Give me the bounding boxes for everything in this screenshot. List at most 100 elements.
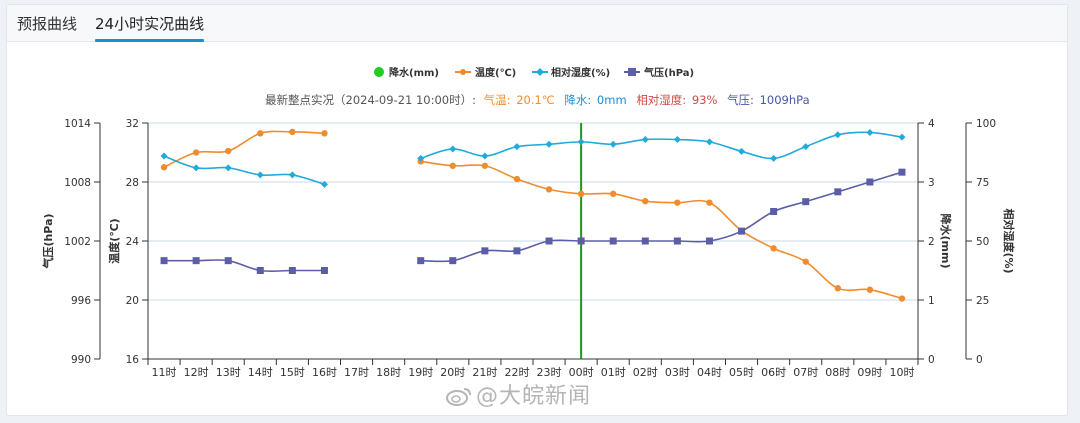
pressure-point	[770, 208, 778, 215]
pressure-point	[160, 257, 168, 265]
humidity-tick-label: 100	[976, 118, 996, 130]
legend-temp-label[interactable]: 温度(℃)	[475, 66, 516, 79]
temperature-point	[898, 295, 906, 302]
latest-humidity-value: 93%	[692, 93, 718, 107]
pressure-point	[898, 168, 906, 176]
humidity-point	[705, 138, 713, 146]
chart-legend: 降水(mm) 温度(℃) 相对湿度(%) 气压(hPa)	[374, 66, 694, 79]
x-tick-label: 02时	[633, 366, 658, 379]
legend-humidity-marker[interactable]	[536, 68, 544, 76]
humidity-series-line	[420, 131, 903, 160]
humidity-point	[577, 138, 585, 146]
humidity-point	[834, 131, 842, 139]
legend-pressure-label[interactable]: 气压(hPa)	[643, 66, 694, 79]
x-tick-label: 20时	[440, 366, 465, 379]
legend-rain-label[interactable]: 降水(mm)	[389, 66, 439, 79]
legend-rain-marker[interactable]	[374, 67, 384, 77]
legend-temp-marker[interactable]	[460, 69, 466, 75]
temperature-tick-label: 20	[126, 295, 139, 307]
pressure-point	[320, 267, 328, 274]
temperature-point	[225, 147, 232, 155]
rain-tick-label: 1	[928, 295, 935, 307]
temperature-tick-label: 24	[126, 236, 140, 248]
temperature-point	[192, 149, 200, 156]
temperature-point	[545, 186, 553, 193]
humidity-axis-title: 相对湿度(%)	[1002, 208, 1016, 273]
weibo-logo-icon	[446, 388, 471, 406]
x-tick-label: 09时	[857, 366, 882, 379]
pressure-point	[834, 188, 842, 196]
temperature-point	[610, 190, 617, 197]
humidity-point	[802, 143, 810, 151]
temperature-point	[481, 162, 489, 169]
legend-humidity-label[interactable]: 相对湿度(%)	[551, 66, 610, 79]
latest-prefix: 最新整点实况（2024-09-21 10:00时）:	[265, 93, 476, 107]
humidity-point	[224, 164, 232, 172]
temperature-point	[674, 199, 681, 206]
pressure-series-line	[420, 171, 903, 263]
x-tick-label: 05时	[729, 366, 754, 379]
latest-temp-label: 气温:	[484, 93, 511, 107]
temperature-tick-label: 16	[126, 354, 140, 366]
pressure-point	[705, 237, 713, 245]
latest-humidity-label: 相对湿度:	[636, 93, 686, 107]
pressure-point	[224, 257, 232, 265]
temperature-point	[449, 162, 456, 169]
latest-pressure-value: 1009hPa	[760, 93, 810, 107]
pressure-tick-label: 1014	[64, 118, 91, 130]
pressure-point	[673, 237, 681, 245]
x-tick-label: 23时	[537, 366, 562, 379]
temperature-series-line	[420, 160, 903, 300]
humidity-point	[609, 140, 617, 148]
x-tick-label: 03时	[665, 366, 690, 379]
tab-forecast-curve[interactable]: 预报曲线	[17, 15, 78, 33]
temperature-point	[770, 245, 777, 252]
x-tick-label: 12时	[184, 366, 209, 379]
temperature-point	[289, 128, 296, 136]
x-tick-label: 16时	[312, 366, 337, 379]
rain-tick-label: 2	[928, 236, 935, 248]
humidity-point	[673, 136, 681, 144]
tab-24h-observation-curve[interactable]: 24小时实况曲线	[95, 11, 205, 42]
watermark: @大皖新闻	[446, 378, 591, 410]
humidity-point	[866, 128, 874, 136]
pressure-point	[513, 247, 521, 255]
rain-tick-label: 3	[928, 177, 935, 189]
humidity-tick-label: 25	[976, 295, 989, 307]
rain-axis-title: 降水(mm)	[939, 214, 953, 269]
pressure-tick-label: 1008	[64, 177, 91, 189]
temperature-point	[866, 286, 874, 293]
temperature-tick-label: 32	[126, 118, 139, 130]
x-tick-label: 18时	[376, 366, 401, 379]
x-tick-label: 06时	[761, 366, 786, 379]
humidity-point	[288, 171, 296, 179]
x-tick-label: 11时	[152, 366, 177, 379]
humidity-point	[320, 180, 328, 188]
active-tab-underline	[95, 39, 205, 42]
temperature-point	[160, 164, 168, 171]
latest-pressure-label: 气压:	[727, 93, 754, 107]
x-tick-label: 13时	[216, 366, 241, 379]
x-tick-label: 01时	[601, 366, 626, 379]
pressure-point	[256, 267, 264, 274]
legend-pressure-marker[interactable]	[628, 68, 636, 76]
latest-observation-text: 最新整点实况（2024-09-21 10:00时）: 气温: 20.1℃ 降水:…	[265, 93, 810, 107]
pressure-point	[288, 267, 296, 274]
pressure-point	[866, 178, 874, 186]
pressure-point	[481, 247, 489, 255]
latest-temp-value: 20.1℃	[516, 93, 555, 107]
humidity-point	[481, 152, 489, 160]
latest-rain-label: 降水:	[564, 93, 591, 107]
rain-tick-label: 4	[928, 118, 935, 130]
pressure-point	[449, 257, 457, 265]
pressure-point	[417, 257, 425, 265]
humidity-point	[160, 152, 168, 160]
temperature-point	[642, 197, 649, 205]
pressure-series-line	[164, 259, 325, 273]
humidity-point	[898, 133, 906, 141]
x-tick-label: 15时	[280, 366, 305, 379]
rain-tick-label: 0	[928, 354, 935, 366]
temperature-axis-title: 温度(℃)	[107, 218, 121, 263]
x-tick-label: 19时	[408, 366, 433, 379]
pressure-tick-label: 1002	[64, 236, 91, 248]
